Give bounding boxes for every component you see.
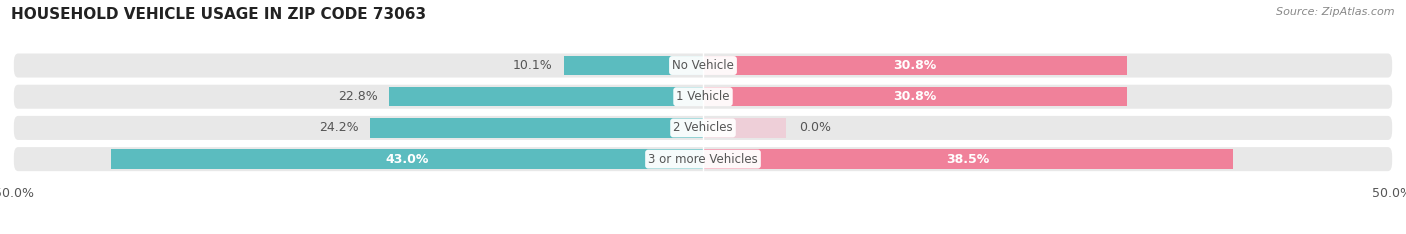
Bar [564, 56, 703, 75]
Text: 38.5%: 38.5% [946, 153, 990, 166]
FancyBboxPatch shape [14, 116, 1392, 140]
Text: 43.0%: 43.0% [385, 153, 429, 166]
Bar [703, 87, 1128, 106]
Bar [703, 150, 1233, 169]
FancyBboxPatch shape [14, 85, 1392, 109]
Bar [370, 118, 703, 138]
FancyBboxPatch shape [14, 54, 1392, 77]
Text: 22.8%: 22.8% [337, 90, 378, 103]
Bar [703, 118, 786, 138]
Bar [703, 56, 1128, 75]
Text: 10.1%: 10.1% [513, 59, 553, 72]
Text: 30.8%: 30.8% [894, 59, 936, 72]
Text: No Vehicle: No Vehicle [672, 59, 734, 72]
Text: 24.2%: 24.2% [319, 121, 359, 134]
Bar [111, 150, 703, 169]
Text: HOUSEHOLD VEHICLE USAGE IN ZIP CODE 73063: HOUSEHOLD VEHICLE USAGE IN ZIP CODE 7306… [11, 7, 426, 22]
Text: Source: ZipAtlas.com: Source: ZipAtlas.com [1277, 7, 1395, 17]
Text: 3 or more Vehicles: 3 or more Vehicles [648, 153, 758, 166]
Text: 1 Vehicle: 1 Vehicle [676, 90, 730, 103]
FancyBboxPatch shape [14, 147, 1392, 171]
Text: 30.8%: 30.8% [894, 90, 936, 103]
Text: 2 Vehicles: 2 Vehicles [673, 121, 733, 134]
Text: 0.0%: 0.0% [800, 121, 831, 134]
Bar [389, 87, 703, 106]
